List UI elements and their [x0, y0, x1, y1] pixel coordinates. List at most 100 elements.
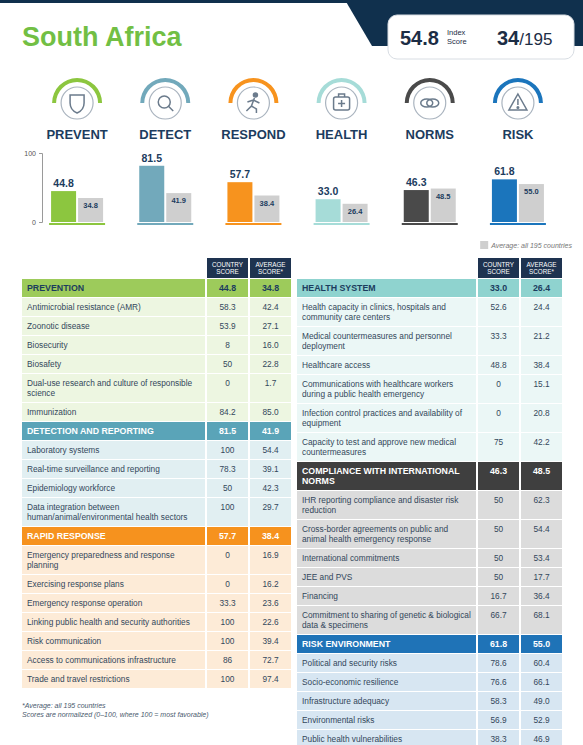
data-label: 46.3 — [406, 176, 427, 188]
tick: 100 — [24, 150, 42, 157]
average-score: 42.3 — [250, 479, 291, 497]
tick-label: 100 — [24, 150, 36, 157]
country-score: 48.8 — [478, 356, 519, 374]
average-score: 24.4 — [521, 298, 562, 326]
row-label: Infection control practices and availabi… — [297, 404, 476, 432]
baseline — [490, 223, 546, 225]
country-score: 78.6 — [478, 654, 519, 672]
data-label: 44.8 — [53, 177, 74, 189]
legend-label: Average: all 195 countries — [490, 242, 572, 250]
data-label: 61.8 — [494, 165, 515, 177]
left-table: COUNTRY SCOREAVERAGE SCORE*PREVENTION44.… — [22, 258, 291, 718]
bar — [404, 190, 429, 222]
section-average: 26.4 — [521, 279, 562, 297]
column-header: COUNTRY SCORE — [207, 258, 248, 278]
country-score: 0 — [478, 375, 519, 403]
row-label: Antimicrobial resistance (AMR) — [22, 298, 205, 316]
country-score: 0 — [207, 546, 248, 574]
icon-glyph — [70, 95, 84, 113]
row-label: Cross-border agreements on public and an… — [297, 520, 476, 548]
average-score: 29.7 — [250, 498, 291, 526]
column-header: AVERAGE SCORE* — [250, 258, 291, 278]
row-label: International commitments — [297, 549, 476, 567]
bar — [51, 191, 76, 222]
icon-glyph — [421, 99, 439, 107]
average-score: 17.7 — [521, 568, 562, 586]
row-label: Immunization — [22, 403, 205, 421]
average-score: 21.2 — [521, 327, 562, 355]
average-score: 15.1 — [521, 375, 562, 403]
average-score: 62.3 — [521, 491, 562, 519]
tick-label: 0 — [32, 219, 36, 226]
section-average: 55.0 — [521, 635, 562, 653]
section-average: 34.8 — [250, 279, 291, 297]
average-score: 54.4 — [250, 441, 291, 459]
country-score: 66.7 — [478, 606, 519, 634]
row-label: Public health vulnerabilities — [297, 730, 476, 745]
country-score: 56.9 — [478, 711, 519, 729]
row-label: Health capacity in clinics, hospitals an… — [297, 298, 476, 326]
country-score: 53.9 — [207, 317, 248, 335]
average-score: 54.4 — [521, 520, 562, 548]
row-label: Communications with healthcare workers d… — [297, 375, 476, 403]
section-score: 81.5 — [207, 422, 248, 440]
icon-glyph — [158, 96, 173, 111]
notes: *Average: all 195 countriesScores are no… — [22, 702, 291, 718]
section-average: 38.4 — [250, 527, 291, 545]
country-score: 50 — [478, 491, 519, 519]
icon-circle — [326, 87, 358, 119]
y-axis: 0 100 — [24, 150, 42, 226]
country-score: 50 — [478, 520, 519, 548]
row-label: Exercising response plans — [22, 575, 205, 593]
average-score: 97.4 — [250, 670, 291, 688]
bar — [227, 182, 252, 222]
section-score: 33.0 — [478, 279, 519, 297]
score-table: COUNTRY SCOREAVERAGE SCORE*HEALTH SYSTEM… — [297, 258, 562, 745]
row-label: Political and security risks — [297, 654, 476, 672]
tick-mark — [39, 153, 42, 154]
data-label-average: 48.5 — [436, 192, 451, 201]
country-score: 86 — [207, 651, 248, 669]
row-label: Socio-economic resilience — [297, 673, 476, 691]
bar — [139, 166, 164, 222]
baseline — [402, 223, 458, 225]
column-header: AVERAGE SCORE* — [521, 258, 562, 278]
icon-circle — [502, 87, 534, 119]
data-label-average: 38.4 — [260, 199, 275, 208]
bar-average — [166, 193, 191, 222]
icon — [493, 78, 543, 119]
section-average: 41.9 — [250, 422, 291, 440]
country-score: 33.3 — [478, 327, 519, 355]
right-table: COUNTRY SCOREAVERAGE SCORE*HEALTH SYSTEM… — [297, 258, 562, 745]
row-label: Trade and travel restrictions — [22, 670, 205, 688]
baseline — [225, 223, 281, 225]
country-score: 52.6 — [478, 298, 519, 326]
category-label: NORMS — [406, 127, 455, 142]
row-label: Medical countermeasures and personnel de… — [297, 327, 476, 355]
footnote: Scores are normalized (0–100, where 100 … — [22, 711, 291, 718]
row-label: Capacity to test and approve new medical… — [297, 433, 476, 461]
bar — [316, 199, 341, 222]
average-score: 53.4 — [521, 549, 562, 567]
data-label: 57.7 — [230, 168, 251, 180]
average-score: 23.6 — [250, 594, 291, 612]
country-score: 100 — [207, 632, 248, 650]
table-corner — [22, 258, 205, 278]
column-header: COUNTRY SCORE — [478, 258, 519, 278]
average-score: 20.8 — [521, 404, 562, 432]
average-score: 85.0 — [250, 403, 291, 421]
data-label-average: 41.9 — [171, 196, 186, 205]
category-label: RISK — [502, 127, 534, 142]
score-label: Score — [447, 37, 467, 46]
section-score: 57.7 — [207, 527, 248, 545]
icon — [405, 78, 455, 119]
icon — [317, 78, 367, 119]
section-score: 61.8 — [478, 635, 519, 653]
country-title: South Africa — [22, 22, 182, 52]
country-score: 75 — [478, 433, 519, 461]
section-title: RISK ENVIRONMENT — [297, 635, 476, 653]
country-score: 76.6 — [478, 673, 519, 691]
average-score: 52.9 — [521, 711, 562, 729]
section-title: DETECTION AND REPORTING — [22, 422, 205, 440]
row-label: Risk communication — [22, 632, 205, 650]
